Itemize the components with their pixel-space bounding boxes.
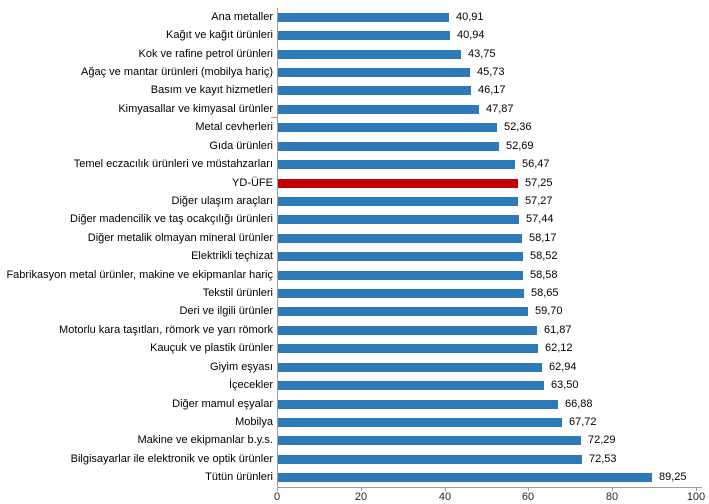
value-label: 57,27 xyxy=(525,195,553,207)
x-axis-tick-mark xyxy=(277,487,278,491)
value-label: 40,91 xyxy=(456,11,484,23)
category-label: Diğer metalik olmayan mineral ürünler xyxy=(87,232,273,244)
value-label: 57,44 xyxy=(526,213,554,225)
bar xyxy=(278,105,479,114)
value-label: 72,29 xyxy=(588,434,616,446)
bar xyxy=(278,344,538,353)
bar xyxy=(278,142,499,151)
x-axis-tick-mark xyxy=(696,487,697,491)
value-label: 58,58 xyxy=(530,269,558,281)
x-axis-tick-mark xyxy=(361,487,362,491)
category-label: Diğer mamul eşyalar xyxy=(172,398,273,410)
bar xyxy=(278,418,562,427)
bar xyxy=(278,381,544,390)
bar xyxy=(278,31,450,40)
x-axis-tick-label: 100 xyxy=(686,491,706,503)
category-axis-labels: Ana metaller Kağıt ve kağıt ürünleri Kok v… xyxy=(0,8,273,487)
bar-highlight xyxy=(278,179,518,188)
bar xyxy=(278,68,470,77)
category-label: Metal cevherleri xyxy=(195,121,273,133)
x-axis-tick-mark xyxy=(528,487,529,491)
value-label: 56,47 xyxy=(522,158,550,170)
value-label: 62,94 xyxy=(549,361,577,373)
x-axis-tick-label: 20 xyxy=(354,491,368,503)
category-label: Diğer ulaşım araçları xyxy=(171,195,273,207)
value-label: 63,50 xyxy=(551,379,579,391)
value-label: 58,52 xyxy=(530,250,558,262)
category-label: Kağıt ve kağıt ürünleri xyxy=(165,29,273,41)
bar xyxy=(278,197,518,206)
category-label: Giyim eşyası xyxy=(210,361,273,373)
value-label: 61,87 xyxy=(544,324,572,336)
bar xyxy=(278,400,558,409)
bar xyxy=(278,160,515,169)
value-label: 40,94 xyxy=(457,29,485,41)
bar xyxy=(278,436,581,445)
category-label: Tekstil ürünleri xyxy=(202,287,273,299)
bar xyxy=(278,50,461,59)
value-label: 52,69 xyxy=(506,140,534,152)
value-label: 58,17 xyxy=(529,232,557,244)
value-label: 52,36 xyxy=(504,121,532,133)
bar xyxy=(278,252,523,261)
bar xyxy=(278,455,582,464)
y-axis-line xyxy=(277,8,278,488)
bar xyxy=(278,363,542,372)
value-label: 62,12 xyxy=(545,342,573,354)
value-label: 45,73 xyxy=(477,66,505,78)
bar xyxy=(278,307,528,316)
x-axis-tick-label: 0 xyxy=(273,491,281,503)
category-label: Kimyasallar ve kimyasal ürünler xyxy=(118,103,273,115)
category-label: Makine ve ekipmanlar b.y.s. xyxy=(137,434,273,446)
category-label: Basım ve kayıt hizmetleri xyxy=(150,84,273,96)
x-axis-tick-mark xyxy=(612,487,613,491)
value-label: 43,75 xyxy=(468,48,496,60)
value-label: 89,25 xyxy=(659,471,687,483)
bar xyxy=(278,473,652,482)
category-label: Ağaç ve mantar ürünleri (mobilya hariç) xyxy=(81,66,273,78)
x-axis-line xyxy=(277,487,702,488)
category-label: Kok ve rafine petrol ürünleri xyxy=(138,48,273,60)
x-axis-tick-label: 40 xyxy=(438,491,452,503)
category-label: Mobilya xyxy=(235,416,273,428)
value-label: 58,65 xyxy=(531,287,559,299)
x-axis-tick-label: 80 xyxy=(605,491,619,503)
bar xyxy=(278,326,537,335)
bar xyxy=(278,289,524,298)
category-label: YD-ÜFE xyxy=(232,177,273,189)
category-label: Motorlu kara taşıtları, römork ve yarı r… xyxy=(59,324,273,336)
category-label: Kauçuk ve plastik ürünler xyxy=(150,342,273,354)
bar xyxy=(278,86,471,95)
value-label: 59,70 xyxy=(535,305,563,317)
plot-area: 40,91 40,94 43,75 45,73 46,17 47,87 52,36 52,69… xyxy=(278,8,697,487)
category-label: Ana metaller xyxy=(211,11,273,23)
value-label: 72,53 xyxy=(589,453,617,465)
bar xyxy=(278,123,497,132)
category-label: Fabrikasyon metal ürünler, makine ve eki… xyxy=(6,269,273,281)
bar xyxy=(278,271,523,280)
bar xyxy=(278,234,522,243)
category-label: Temel eczacılık ürünleri ve müstahzarlar… xyxy=(73,158,273,170)
category-label: Elektrikli teçhizat xyxy=(191,250,273,262)
category-label: Tütün ürünleri xyxy=(205,471,273,483)
category-label: Bilgisayarlar ile elektronik ve optik ür… xyxy=(70,453,273,465)
value-label: 66,88 xyxy=(565,398,593,410)
value-label: 67,72 xyxy=(569,416,597,428)
category-label: İçecekler xyxy=(228,379,273,391)
value-label: 46,17 xyxy=(478,84,506,96)
x-axis-tick-mark xyxy=(445,487,446,491)
x-axis-tick-label: 60 xyxy=(521,491,535,503)
category-axis-tick xyxy=(271,117,278,118)
bar xyxy=(278,13,449,22)
category-label: Diğer madencilik ve taş ocakçılığı ürünl… xyxy=(70,213,273,225)
category-label: Gıda ürünleri xyxy=(209,140,273,152)
bar xyxy=(278,215,519,224)
value-label: 57,25 xyxy=(525,177,553,189)
category-label: Deri ve ilgili ürünler xyxy=(179,305,273,317)
value-label: 47,87 xyxy=(486,103,514,115)
